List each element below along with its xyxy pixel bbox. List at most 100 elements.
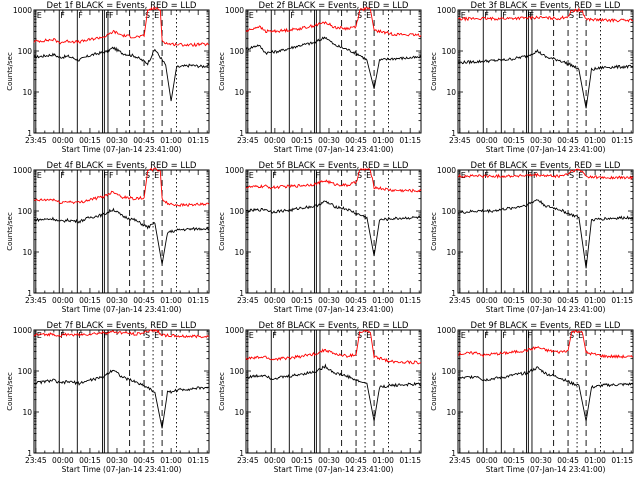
x-tick-label: 00:15 — [503, 136, 525, 145]
event-marker-label: E — [366, 331, 371, 340]
y-tick-label: 10 — [22, 248, 32, 257]
series-line-lld — [458, 168, 634, 181]
chart-title: Det 2f BLACK = Events, RED = LLD — [259, 1, 409, 11]
x-tick-label: 00:30 — [530, 136, 552, 145]
plot-frame — [33, 169, 210, 294]
x-tick-label: 00:15 — [503, 456, 525, 465]
event-marker-label: E — [37, 331, 42, 340]
y-axis-label: Counts/sec — [430, 52, 438, 91]
x-tick-label: 00:45 — [133, 456, 155, 465]
chart-panel: Det 6f BLACK = Events, RED = LLD 1 10 100 10… — [430, 161, 634, 314]
series-line-events — [33, 46, 210, 102]
y-tick-label: 100 — [18, 367, 33, 376]
x-tick-label: 00:45 — [133, 296, 155, 305]
series-line-lld — [245, 167, 422, 193]
event-marker-label: E — [37, 171, 42, 180]
series-line-events — [457, 48, 634, 109]
y-tick-label: 1000 — [13, 6, 32, 15]
y-tick-label: 100 — [442, 367, 457, 376]
x-tick-label: 00:45 — [345, 456, 367, 465]
event-marker-label: F — [502, 331, 507, 340]
x-tick-label: 00:00 — [476, 136, 498, 145]
event-marker-label: S — [145, 171, 150, 180]
event-marker-label: F — [109, 11, 114, 20]
event-marker-label: F — [484, 331, 489, 340]
x-tick-label: 00:30 — [318, 456, 340, 465]
x-tick-label: 01:15 — [187, 456, 209, 465]
y-tick-label: 1 — [27, 289, 32, 298]
event-marker-label: E — [249, 11, 254, 20]
event-marker-label: S — [357, 171, 362, 180]
event-marker-label: E — [461, 331, 466, 340]
y-axis-label: Counts/sec — [218, 52, 226, 91]
x-tick-label: 00:00 — [52, 456, 74, 465]
series-line-events — [245, 36, 422, 89]
x-tick-label: 00:15 — [291, 456, 313, 465]
y-axis-label: Counts/sec — [218, 212, 226, 251]
event-marker-label: E — [461, 11, 466, 20]
x-axis-label: Start Time (07-Jan-14 23:41:00) — [486, 305, 606, 314]
x-tick-label: 00:00 — [52, 136, 74, 145]
x-tick-label: 00:30 — [106, 136, 128, 145]
event-marker-label: F — [528, 11, 533, 20]
y-tick-label: 1000 — [437, 326, 456, 335]
x-tick-label: 00:45 — [557, 456, 579, 465]
chart-panel: Det 3f BLACK = Events, RED = LLD 1 10 100 10… — [430, 1, 634, 154]
plot-frame — [245, 329, 422, 454]
series-line-events — [33, 369, 209, 429]
series-line-lld — [33, 6, 209, 47]
y-tick-label: 1000 — [225, 326, 244, 335]
x-tick-label: 23:45 — [449, 136, 471, 145]
chart-panel: Det 8f BLACK = Events, RED = LLD 1 10 100 10… — [218, 321, 422, 474]
x-tick-label: 23:45 — [237, 136, 259, 145]
y-tick-label: 1 — [451, 129, 456, 138]
plot-frame — [33, 9, 210, 134]
x-tick-label: 00:45 — [557, 136, 579, 145]
series-line-lld — [457, 7, 634, 23]
y-tick-label: 10 — [234, 88, 244, 97]
x-tick-label: 00:30 — [318, 136, 340, 145]
y-tick-label: 10 — [22, 88, 32, 97]
x-axis-label: Start Time (07-Jan-14 23:41:00) — [274, 465, 394, 474]
series-line-lld — [33, 328, 210, 339]
chart-panel: Det 2f BLACK = Events, RED = LLD 1 10 100 10… — [218, 1, 422, 154]
event-marker-label: F — [290, 11, 295, 20]
x-tick-label: 23:45 — [237, 456, 259, 465]
chart-panel: Det 1f BLACK = Events, RED = LLD 1 10 100 10… — [6, 1, 210, 154]
y-axis-label: Counts/sec — [6, 372, 14, 411]
event-marker-label: E — [461, 171, 466, 180]
event-marker-label: S — [145, 11, 150, 20]
y-tick-label: 1 — [239, 129, 244, 138]
event-marker-label: E — [37, 11, 42, 20]
plot-frame — [457, 329, 634, 454]
y-tick-label: 1000 — [13, 166, 32, 175]
x-tick-label: 23:45 — [237, 296, 259, 305]
y-tick-label: 100 — [18, 47, 33, 56]
y-axis-label: Counts/sec — [430, 372, 438, 411]
x-tick-label: 00:30 — [530, 296, 552, 305]
x-tick-label: 01:00 — [584, 136, 606, 145]
event-marker-label: F — [78, 11, 83, 20]
y-tick-label: 100 — [230, 207, 245, 216]
series-line-lld — [245, 6, 422, 38]
event-marker-label: S — [569, 331, 574, 340]
y-tick-label: 100 — [230, 367, 245, 376]
y-tick-label: 100 — [18, 207, 33, 216]
chart-title: Det 5f BLACK = Events, RED = LLD — [259, 161, 409, 171]
y-tick-label: 1000 — [437, 166, 456, 175]
y-tick-label: 1 — [239, 289, 244, 298]
x-tick-label: 23:45 — [25, 136, 47, 145]
plot-frame — [33, 329, 210, 454]
series-line-lld — [33, 167, 210, 208]
chart-panel: Det 4f BLACK = Events, RED = LLD 1 10 100 10… — [6, 161, 210, 314]
event-marker-label: F — [272, 171, 277, 180]
event-marker-label: S — [145, 331, 150, 340]
series-line-events — [245, 200, 422, 257]
x-tick-label: 01:00 — [160, 296, 182, 305]
series-line-events — [457, 366, 634, 422]
x-tick-label: 01:00 — [584, 296, 606, 305]
event-marker-label: F — [60, 11, 65, 20]
event-marker-label: S — [357, 331, 362, 340]
x-tick-label: 00:30 — [318, 296, 340, 305]
